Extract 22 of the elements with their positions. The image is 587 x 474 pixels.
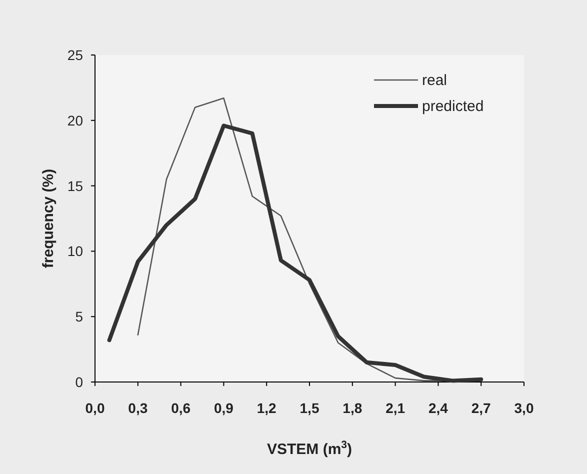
x-axis-title: VSTEM (m$^{3}$) [266, 439, 352, 458]
legend-label: predicted [422, 98, 484, 115]
legend-label: real [422, 72, 448, 89]
x-tick-label: 1,8 [342, 400, 362, 416]
y-tick-label: 10 [67, 243, 84, 260]
x-tick-label: 3,0 [514, 400, 534, 416]
x-tick-label: 2,1 [386, 400, 406, 416]
y-tick-label: 0 [75, 374, 84, 390]
x-tick-label: 0,6 [171, 400, 191, 416]
x-tick-label: 1,5 [300, 400, 320, 416]
x-tick-label: 0,0 [85, 400, 105, 416]
x-tick-label: 0,9 [214, 400, 234, 416]
y-tick-label: 5 [75, 308, 84, 325]
y-tick-label: 15 [67, 178, 84, 194]
y-axis-title: frequency (%) [40, 168, 57, 268]
x-tick-label: 0,3 [128, 400, 148, 416]
line-series [107, 124, 484, 383]
y-tick-label: 20 [67, 112, 84, 128]
x-tick-label: 2,4 [428, 400, 448, 416]
y-tick-label: 25 [67, 47, 84, 63]
x-tick-label: 1,2 [256, 400, 277, 416]
x-tick-label: 2,7 [471, 400, 492, 416]
